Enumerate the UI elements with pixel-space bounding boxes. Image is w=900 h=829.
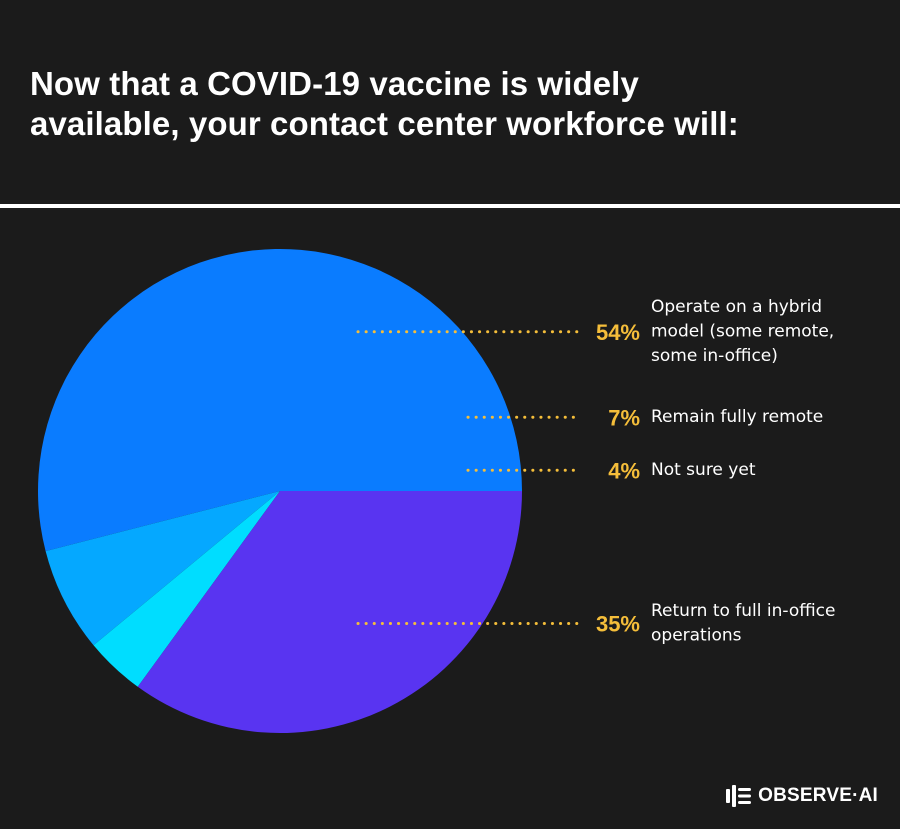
pie-slice-2 [45, 491, 280, 646]
slice-description-line: Return to full in-office [651, 601, 836, 621]
brand-logo: OBSERVE·AI [726, 785, 878, 807]
brand-name: OBSERVE·AI [758, 785, 878, 806]
slice-description-line: operations [651, 626, 742, 646]
chart-title-line-1: Now that a COVID-19 vaccine is widely [30, 65, 639, 102]
slice-percent: 54% [596, 320, 640, 345]
chart-title-line-2: available, your contact center workforce… [30, 105, 739, 142]
slice-description: Remain fully remote [651, 407, 823, 427]
chart-title: Now that a COVID-19 vaccine is widely av… [30, 64, 870, 144]
slice-description-line: model (some remote, [651, 322, 834, 342]
pie-slice-4 [137, 491, 522, 733]
slice-label-3: 4% Not sure yet [466, 458, 756, 483]
pie-slice-1 [37, 249, 523, 552]
slice-percent: 7% [608, 405, 640, 430]
slice-percent: 35% [596, 612, 640, 637]
slice-description: Return to full in-office operations [651, 601, 836, 646]
slice-percent: 4% [608, 458, 640, 483]
slice-label-1: 54% Operate on a hybrid model (some remote… [356, 297, 834, 366]
pie-slice-3 [93, 491, 280, 687]
slice-description-line: some in-office) [651, 346, 778, 366]
observe-ai-logo-icon [726, 785, 752, 807]
slice-description-line: Operate on a hybrid [651, 297, 822, 317]
slice-label-4: 35% Return to full in-office operations [356, 601, 836, 646]
slice-description: Operate on a hybrid model (some remote, so… [651, 297, 834, 366]
slice-label-2: 7% Remain fully remote [466, 405, 823, 430]
slice-description-line: Remain fully remote [651, 407, 823, 427]
slice-description: Not sure yet [651, 460, 756, 480]
title-divider [0, 204, 900, 208]
slice-description-line: Not sure yet [651, 460, 756, 480]
